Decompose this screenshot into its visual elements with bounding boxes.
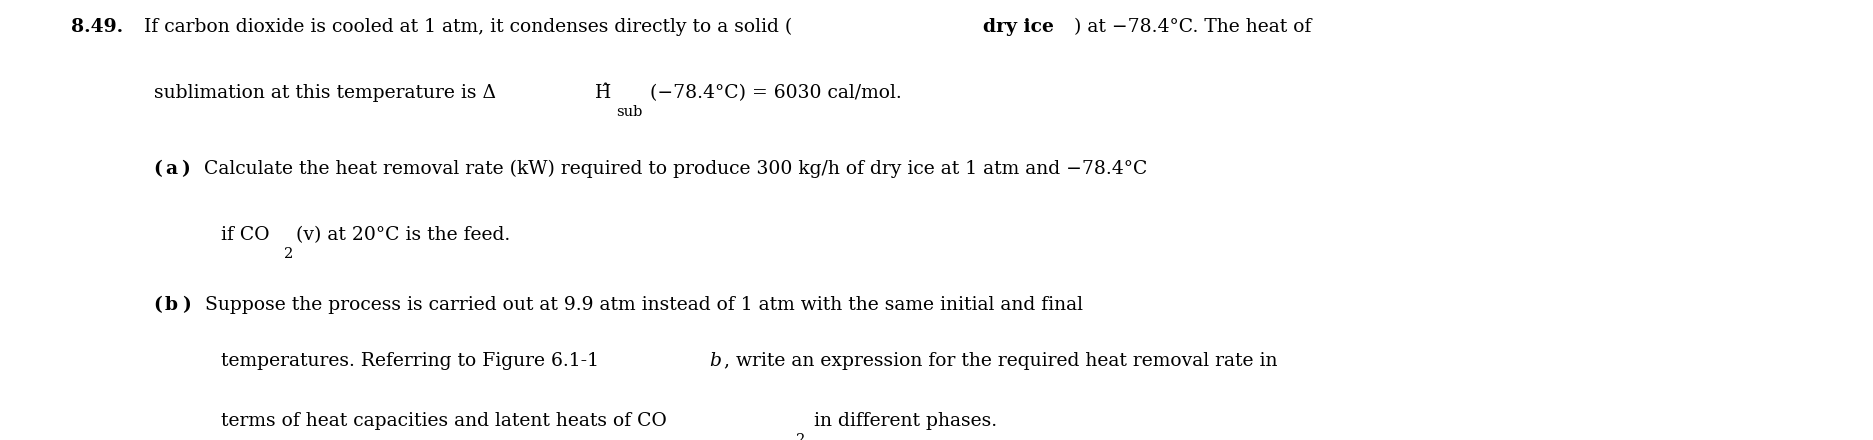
Text: b: b	[165, 296, 178, 314]
Text: (v) at 20°C is the feed.: (v) at 20°C is the feed.	[296, 226, 509, 244]
Text: if CO: if CO	[221, 226, 270, 244]
Text: Ĥ: Ĥ	[594, 84, 611, 102]
Text: Suppose the process is carried out at 9.9 atm instead of 1 atm with the same ini: Suppose the process is carried out at 9.…	[193, 296, 1083, 314]
Text: Calculate the heat removal rate (kW) required to produce 300 kg/h of dry ice at : Calculate the heat removal rate (kW) req…	[191, 160, 1146, 178]
Text: (−78.4°C) = 6030 cal/mol.: (−78.4°C) = 6030 cal/mol.	[650, 84, 901, 102]
Text: ): )	[182, 296, 191, 314]
Text: dry ice: dry ice	[981, 18, 1053, 36]
Text: (: (	[154, 160, 163, 178]
Text: sub: sub	[616, 105, 642, 119]
Text: ) at −78.4°C. The heat of: ) at −78.4°C. The heat of	[1073, 18, 1311, 36]
Text: , write an expression for the required heat removal rate in: , write an expression for the required h…	[725, 352, 1277, 370]
Text: temperatures. Referring to Figure 6.1-1: temperatures. Referring to Figure 6.1-1	[221, 352, 599, 370]
Text: sublimation at this temperature is Δ: sublimation at this temperature is Δ	[154, 84, 494, 102]
Text: 2: 2	[796, 433, 805, 440]
Text: (: (	[154, 296, 163, 314]
Text: b: b	[708, 352, 721, 370]
Text: terms of heat capacities and latent heats of CO: terms of heat capacities and latent heat…	[221, 412, 667, 430]
Text: 2: 2	[283, 247, 292, 261]
Text: a: a	[165, 160, 178, 178]
Text: ): )	[180, 160, 189, 178]
Text: If carbon dioxide is cooled at 1 atm, it condenses directly to a solid (: If carbon dioxide is cooled at 1 atm, it…	[139, 18, 792, 36]
Text: in different phases.: in different phases.	[807, 412, 996, 430]
Text: 8.49.: 8.49.	[71, 18, 124, 36]
